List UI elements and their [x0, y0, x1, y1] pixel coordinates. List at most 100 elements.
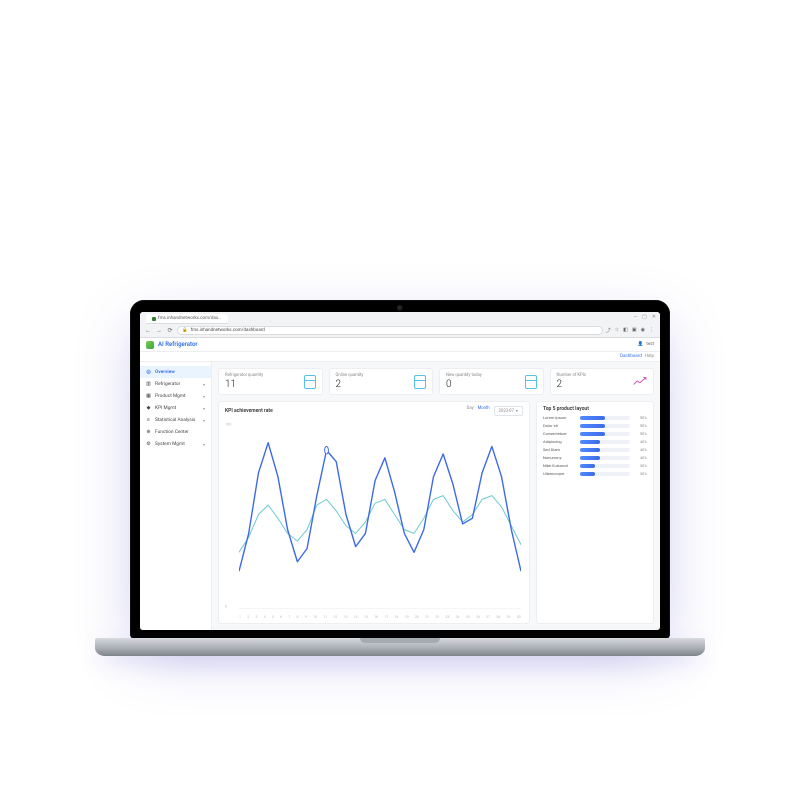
rank-row: Consectetuer50%: [543, 431, 647, 436]
brand-bar: AI Refrigerator 👤 test: [140, 338, 660, 352]
profile-icon[interactable]: ◉: [641, 327, 645, 334]
toolbar: ← → ⟳ 🔒 fms.inhandnetworks.com/dashboard…: [140, 324, 660, 337]
kpi-card: Online quantity2: [329, 368, 434, 395]
x-tick-label: 2: [247, 615, 249, 619]
rank-title: Top 5 product layout: [543, 406, 647, 412]
tab-strip: fms.inhandnetworks.com/das... – ▢ ✕: [140, 312, 660, 324]
rank-label: Lorem ipsum: [543, 415, 577, 420]
x-tick-label: 7: [288, 615, 290, 619]
chevron-down-icon: ▾: [203, 406, 205, 411]
rank-row: Nonummy 40%: [543, 455, 647, 460]
tab-day[interactable]: Day: [467, 406, 474, 416]
forward-icon[interactable]: →: [155, 327, 163, 334]
x-tick-label: 22: [435, 615, 439, 619]
month-value: 2023-07: [499, 409, 514, 414]
x-axis: 1234567891011121314151617181920212223242…: [239, 615, 521, 619]
screen: fms.inhandnetworks.com/das... – ▢ ✕ ← → …: [140, 312, 660, 630]
user-area[interactable]: 👤 test: [638, 342, 654, 347]
x-tick-label: 3: [255, 615, 257, 619]
x-tick-label: 16: [374, 615, 378, 619]
x-tick-label: 20: [415, 615, 419, 619]
x-tick-label: 19: [405, 615, 409, 619]
chart-svg: [239, 420, 521, 609]
x-tick-label: 11: [323, 615, 327, 619]
chart-header: KPI achievement rate Day Month 2023-07 ▾: [225, 406, 523, 416]
sidebar-item-kpi-mgmt[interactable]: ◆ KPI Mgmt ▾: [140, 402, 211, 414]
sidebar-item-statistical-analysis[interactable]: ≡Statistical Analysis▾: [140, 414, 211, 426]
star-icon[interactable]: ☆: [615, 327, 619, 334]
breadcrumb-bar: Dashboard Help: [140, 352, 660, 362]
sidebar-item-label: KPI Mgmt: [155, 406, 176, 411]
x-tick-label: 18: [394, 615, 398, 619]
app-title: AI Refrigerator: [158, 341, 198, 348]
menu-icon[interactable]: ⋮: [649, 327, 654, 334]
sidebar-icon: ▥: [146, 381, 151, 387]
sidebar-item-refrigerator[interactable]: ▥Refrigerator▾: [140, 378, 211, 390]
x-tick-label: 10: [313, 615, 317, 619]
chevron-down-icon: ▾: [203, 442, 205, 447]
y-tick-label: 0: [225, 604, 227, 609]
x-tick-label: 25: [466, 615, 470, 619]
sidebar-item-overview[interactable]: ◎Overview: [140, 366, 211, 378]
rank-value: 50%: [633, 415, 647, 420]
address-bar[interactable]: 🔒 fms.inhandnetworks.com/dashboard: [177, 326, 603, 335]
app-body: ◎Overview▥Refrigerator▾ ▦ Product Mgmt ▾ ◆ KP…: [140, 362, 660, 630]
chevron-down-icon: ▾: [203, 382, 205, 387]
window-controls: – ▢ ✕: [634, 314, 656, 320]
x-tick-label: 5: [272, 615, 274, 619]
tab-month[interactable]: Month: [478, 406, 490, 416]
sidebar-item-function-center[interactable]: ⊕Function Center: [140, 426, 211, 438]
crumb-dashboard[interactable]: Dashboard: [620, 354, 642, 359]
kpi-value: 11: [225, 379, 263, 390]
sidebar-item-system-mgmt[interactable]: ⚙System Mgmt▾: [140, 438, 211, 450]
main-content: Refrigerator quantity11Online quantity2N…: [212, 362, 660, 630]
back-icon[interactable]: ←: [144, 327, 152, 334]
sidebar-item-product-mgmt[interactable]: ▦ Product Mgmt ▾: [140, 390, 211, 402]
sidebar-item-label: Product Mgmt: [155, 394, 186, 399]
x-tick-label: 13: [344, 615, 348, 619]
y-tick-label: 100: [225, 422, 231, 427]
close-icon[interactable]: ✕: [652, 314, 656, 320]
rank-bar: [580, 448, 630, 452]
kpi-value: 0: [446, 379, 482, 390]
rank-label: Dolor sit: [543, 423, 577, 428]
rank-row: Nibh Euismod30%: [543, 463, 647, 468]
sidebar: ◎Overview▥Refrigerator▾ ▦ Product Mgmt ▾ ◆ KP…: [140, 362, 212, 630]
rank-value: 50%: [633, 431, 647, 436]
extension-icons: ⤴ ☆ ◧ ▣ ◉ ⋮: [606, 327, 656, 334]
camera-dot: [397, 305, 403, 311]
rank-value: 40%: [633, 439, 647, 444]
x-tick-label: 28: [496, 615, 500, 619]
x-tick-label: 14: [354, 615, 358, 619]
x-tick-label: 30: [517, 615, 521, 619]
month-picker[interactable]: 2023-07 ▾: [494, 406, 523, 416]
rank-label: Nonummy: [543, 455, 577, 460]
kpi-row: Refrigerator quantity11Online quantity2N…: [218, 368, 654, 395]
chart-body: 0100123456789101112131415161718192021222…: [225, 418, 523, 619]
trackpad-notch: [360, 638, 440, 643]
kpi-card: Refrigerator quantity11: [218, 368, 323, 395]
browser-tab[interactable]: fms.inhandnetworks.com/das...: [146, 314, 228, 324]
reload-icon[interactable]: ⟳: [166, 327, 174, 334]
minimize-icon[interactable]: –: [634, 314, 637, 320]
rank-label: Adipiscing: [543, 439, 577, 444]
rank-value: 40%: [633, 455, 647, 460]
rank-label: Ullamcorper: [543, 471, 577, 476]
lock-icon: 🔒: [182, 328, 188, 333]
share-icon[interactable]: ⤴: [606, 327, 611, 334]
chevron-down-icon: ▾: [203, 394, 205, 399]
rank-row: Adipiscing 40%: [543, 439, 647, 444]
sidebar-icon: ◆: [146, 405, 151, 411]
crumb-help[interactable]: Help: [645, 354, 654, 359]
laptop-base: [95, 638, 705, 656]
kpi-label: Online quantity: [336, 373, 364, 378]
ext2-icon[interactable]: ▣: [632, 327, 637, 334]
x-tick-label: 29: [507, 615, 511, 619]
rank-bar: [580, 456, 630, 460]
sidebar-icon: ▦: [146, 393, 151, 399]
ext1-icon[interactable]: ◧: [623, 327, 628, 334]
logo-icon: [146, 341, 154, 349]
fridge-icon: [414, 375, 426, 389]
rank-label: Nibh Euismod: [543, 463, 577, 468]
maximize-icon[interactable]: ▢: [642, 314, 647, 320]
